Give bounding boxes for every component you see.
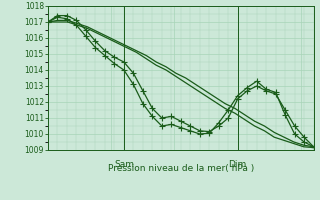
X-axis label: Pression niveau de la mer( hPa ): Pression niveau de la mer( hPa ) — [108, 164, 254, 173]
Text: Dim: Dim — [228, 160, 247, 169]
Text: Sam: Sam — [114, 160, 134, 169]
